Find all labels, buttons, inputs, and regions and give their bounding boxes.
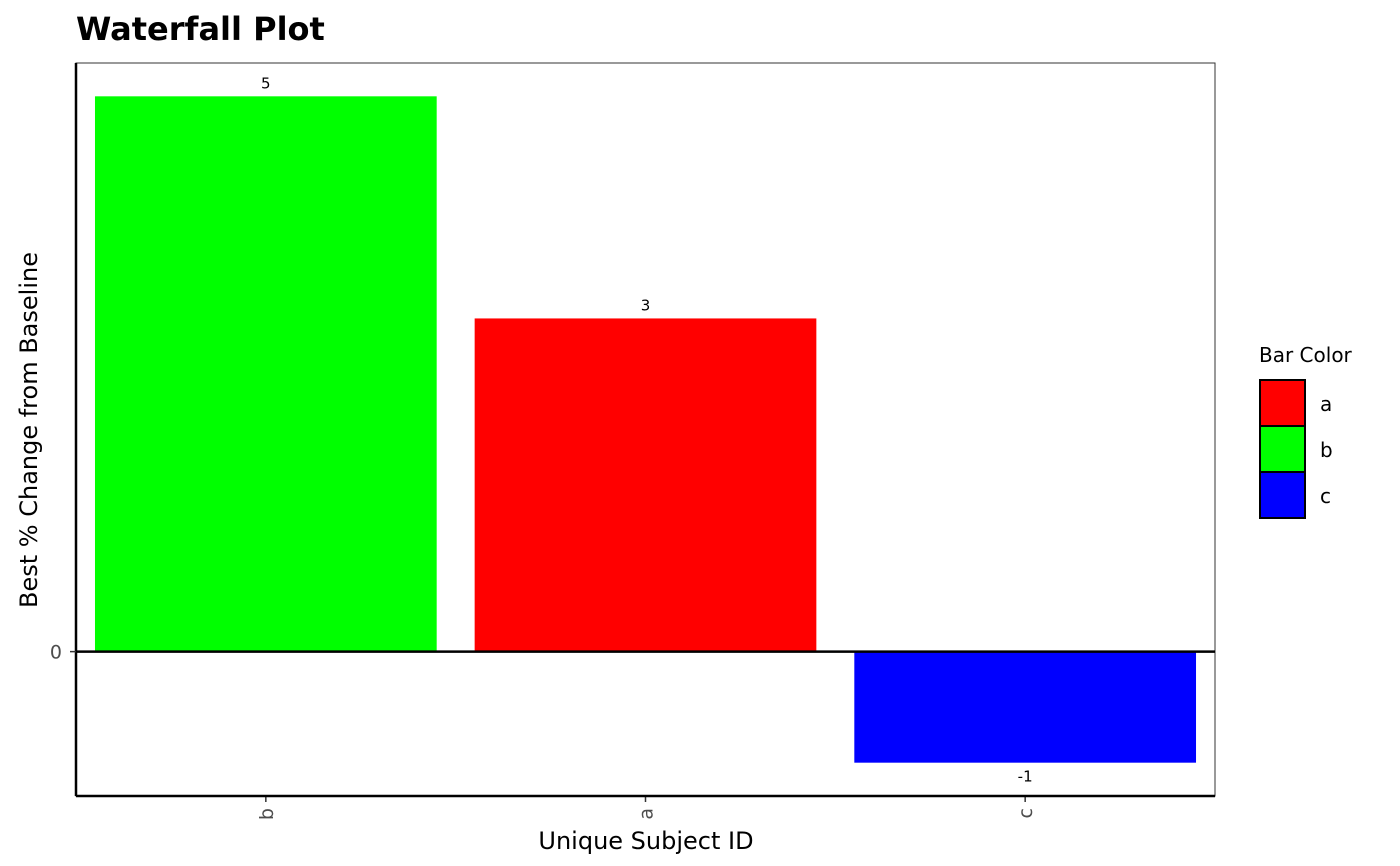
x-tick-label-c: c xyxy=(1015,808,1037,818)
legend-key-a xyxy=(1259,379,1306,427)
data-label-c: -1 xyxy=(1018,768,1033,786)
plot-panel: 5 b 3 a -1 c 0 xyxy=(50,62,1216,820)
data-label-b: 5 xyxy=(261,74,271,92)
legend-label-c: c xyxy=(1320,484,1331,508)
y-tick-label: 0 xyxy=(50,642,62,664)
legend: Bar Color abc xyxy=(1259,343,1353,519)
legend-label-a: a xyxy=(1320,392,1332,416)
bar-a xyxy=(474,318,817,652)
bar-c xyxy=(854,651,1197,763)
legend-label-b: b xyxy=(1320,438,1333,462)
legend-title: Bar Color xyxy=(1259,343,1353,367)
legend-key-c xyxy=(1259,471,1306,519)
y-axis-label: Best % Change from Baseline xyxy=(15,252,43,608)
data-label-a: 3 xyxy=(641,296,651,314)
bar-b xyxy=(94,96,437,652)
legend-key-b xyxy=(1259,425,1306,473)
chart-title: Waterfall Plot xyxy=(76,10,325,48)
x-tick-label-a: a xyxy=(636,808,658,820)
x-tick-label-b: b xyxy=(256,808,278,820)
x-axis-label: Unique Subject ID xyxy=(538,827,753,855)
